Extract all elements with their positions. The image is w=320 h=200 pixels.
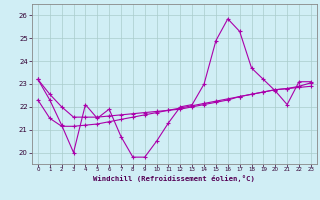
- X-axis label: Windchill (Refroidissement éolien,°C): Windchill (Refroidissement éolien,°C): [93, 175, 255, 182]
